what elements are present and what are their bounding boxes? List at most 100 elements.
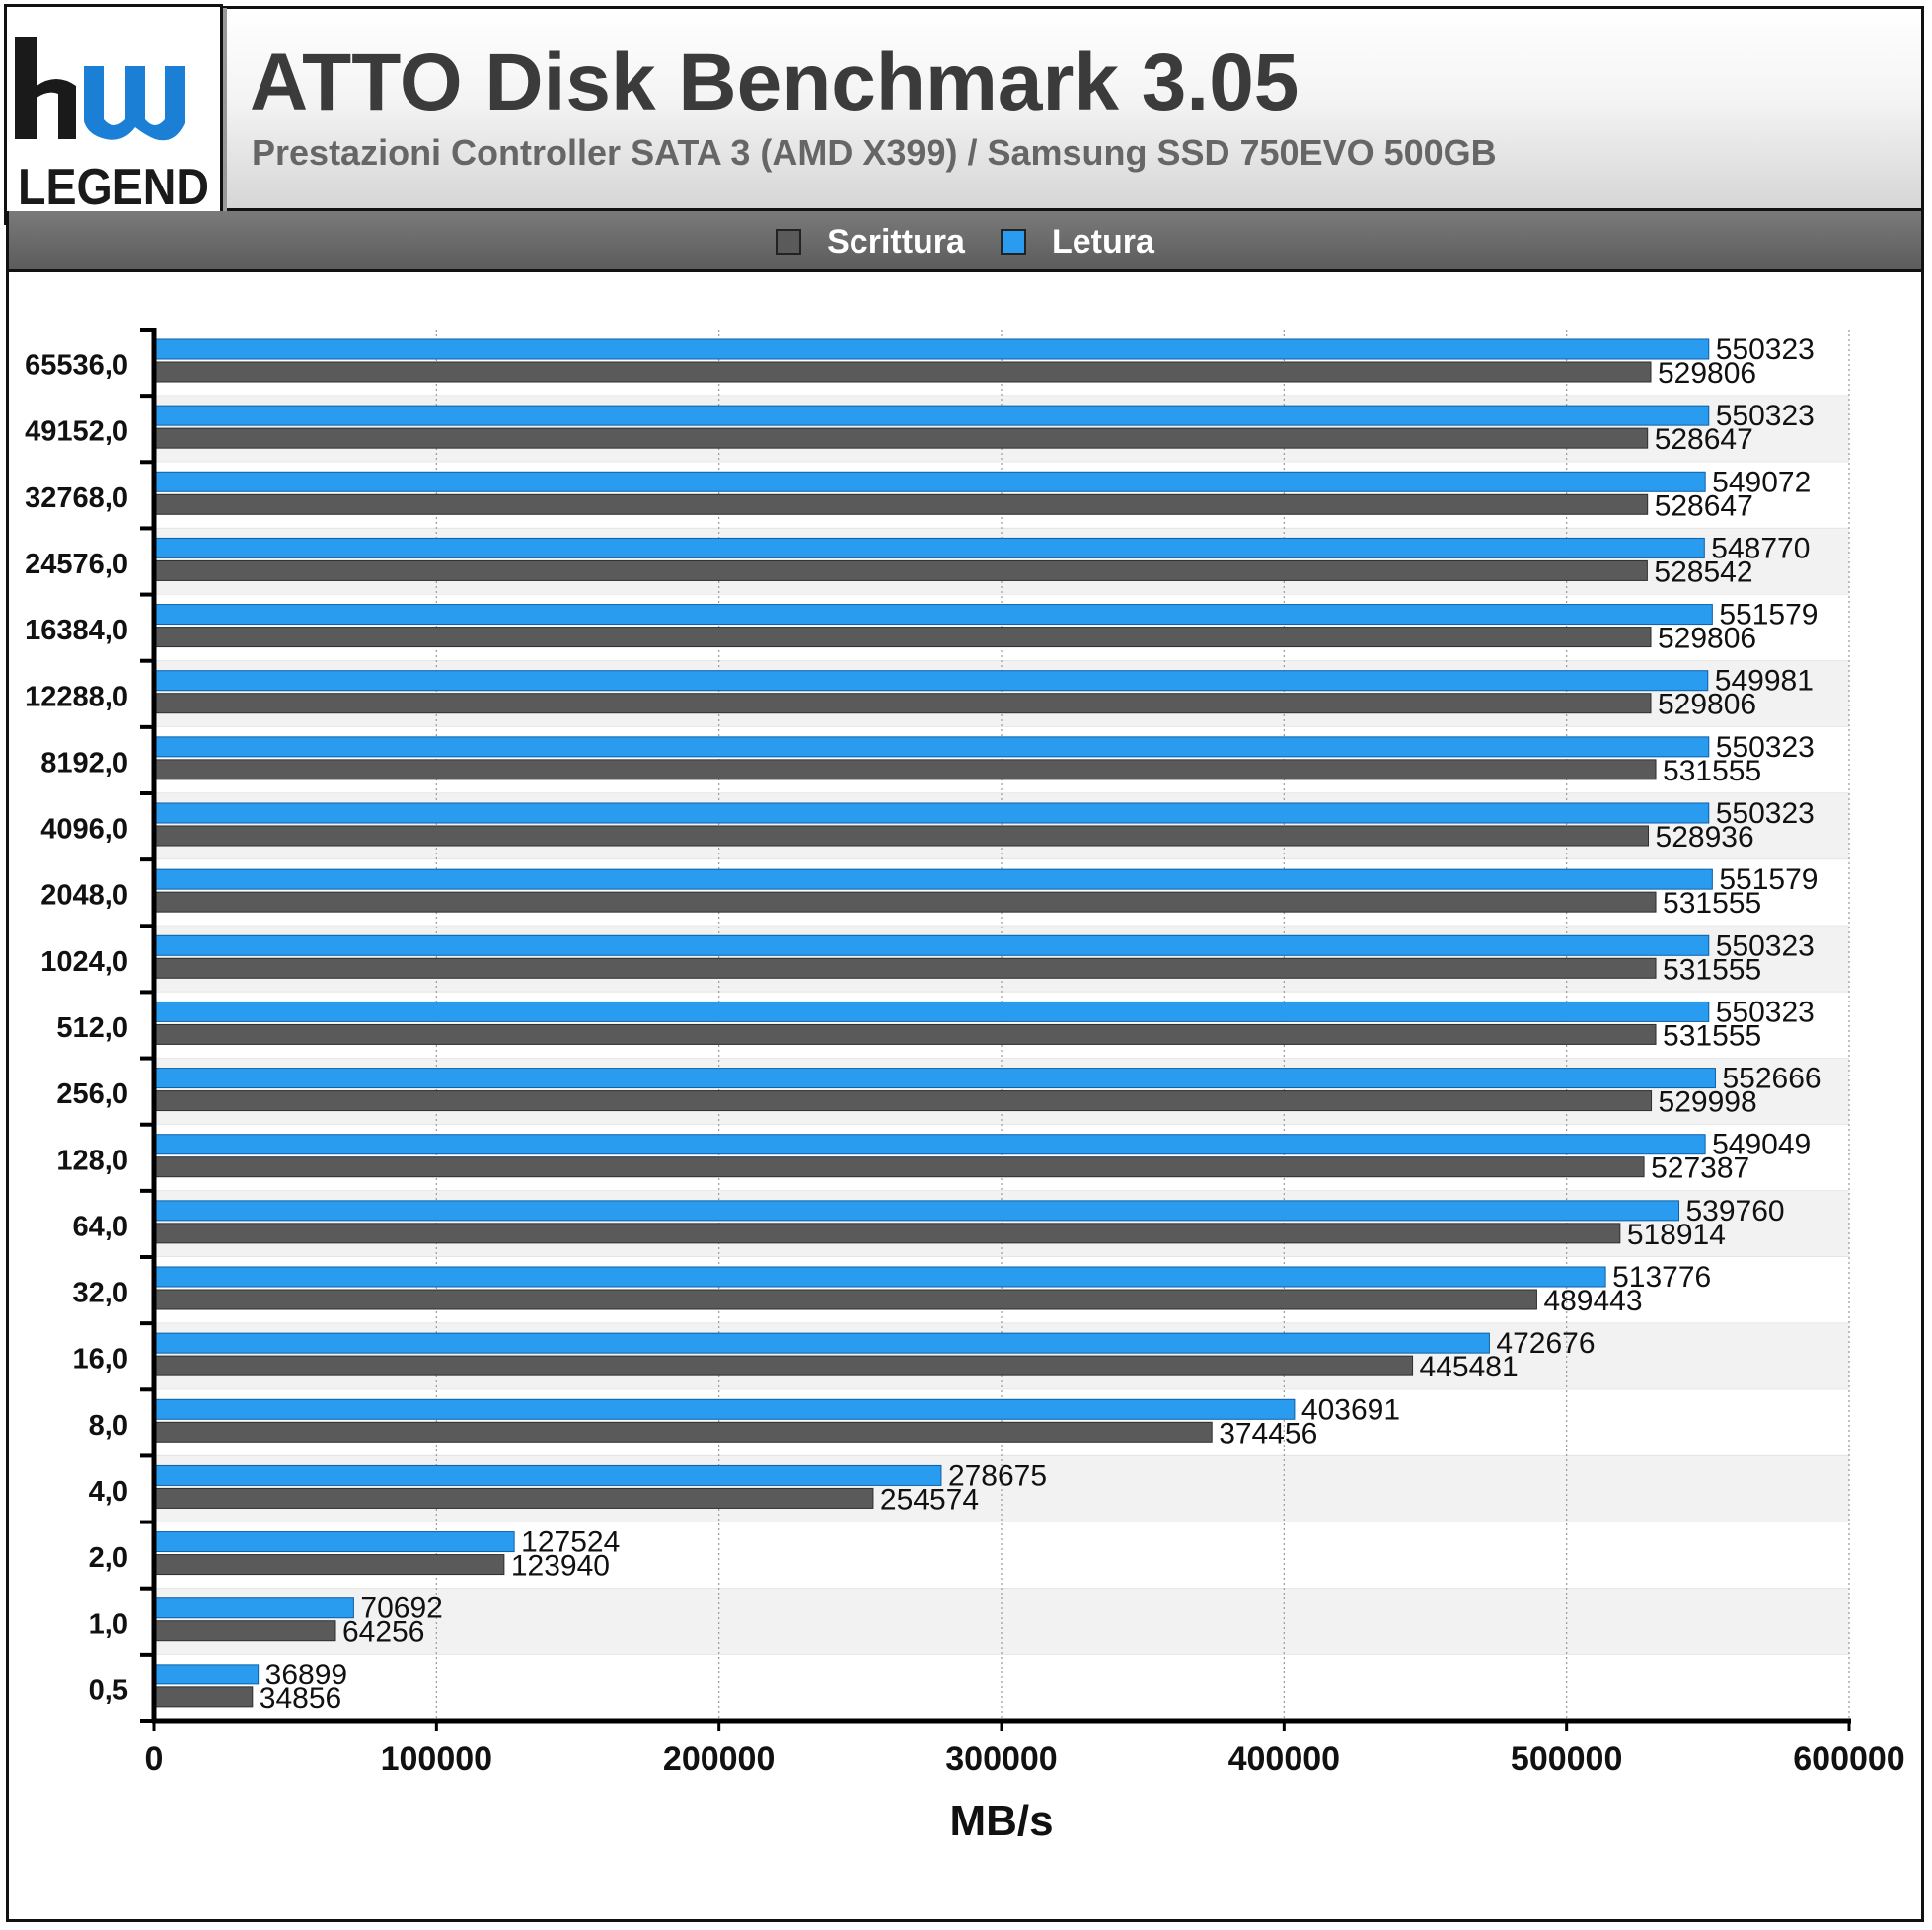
data-label-letura: 70692 — [360, 1593, 442, 1625]
legend-swatch-letura — [1000, 229, 1026, 255]
data-label-letura: 513776 — [1612, 1261, 1711, 1294]
data-label-scrittura: 64256 — [342, 1616, 424, 1649]
y-tick-label: 24576,0 — [25, 549, 128, 580]
bar-letura — [153, 604, 1713, 626]
bar-letura — [153, 1001, 1710, 1022]
bar-scrittura — [153, 1554, 505, 1576]
y-tick-label: 4,0 — [89, 1476, 128, 1508]
x-tick-label: 500000 — [1511, 1741, 1622, 1778]
bar-scrittura — [153, 891, 1657, 913]
y-tick-label: 65536,0 — [25, 350, 128, 382]
data-label-letura: 549049 — [1712, 1129, 1811, 1161]
data-label-letura: 551579 — [1719, 863, 1818, 896]
x-tick-label: 400000 — [1228, 1741, 1340, 1778]
bar-scrittura — [153, 1223, 1621, 1244]
logo-text: LEGEND — [18, 159, 209, 216]
bar-letura — [153, 670, 1709, 692]
bar-letura — [153, 1332, 1490, 1354]
bar-letura — [153, 338, 1710, 360]
data-label-letura: 550323 — [1716, 996, 1815, 1028]
data-label-scrittura: 528936 — [1656, 821, 1754, 854]
bar-scrittura — [153, 1421, 1213, 1443]
data-label-letura: 549072 — [1712, 466, 1811, 498]
data-label-scrittura: 34856 — [260, 1682, 341, 1715]
data-label-scrittura: 374456 — [1219, 1417, 1317, 1449]
bar-scrittura — [153, 427, 1649, 449]
data-label-letura: 552666 — [1722, 1063, 1821, 1095]
bar-letura — [153, 1531, 515, 1553]
bar-scrittura — [153, 361, 1652, 383]
y-tick-label: 8192,0 — [40, 747, 128, 779]
x-tick-label: 300000 — [945, 1741, 1057, 1778]
bar-letura — [153, 1398, 1296, 1420]
bar-scrittura — [153, 693, 1652, 714]
y-tick-label: 512,0 — [56, 1012, 128, 1044]
data-label-scrittura: 489443 — [1543, 1285, 1642, 1317]
data-label-letura: 550323 — [1716, 731, 1815, 764]
chart-title: ATTO Disk Benchmark 3.05 — [250, 37, 1300, 127]
data-label-scrittura: 528542 — [1654, 556, 1752, 588]
data-label-scrittura: 529806 — [1658, 689, 1756, 721]
logo-mark-icon: LEGEND — [15, 37, 209, 216]
bar-letura — [153, 405, 1710, 426]
data-label-scrittura: 529998 — [1659, 1086, 1757, 1119]
y-tick-label: 256,0 — [56, 1078, 128, 1110]
data-label-letura: 550323 — [1716, 400, 1815, 432]
bar-letura — [153, 471, 1706, 492]
y-tick-label: 8,0 — [89, 1410, 128, 1442]
y-tick-label: 128,0 — [56, 1145, 128, 1176]
bar-scrittura — [153, 1355, 1414, 1376]
data-label-scrittura: 528647 — [1655, 489, 1753, 522]
data-label-scrittura: 529806 — [1658, 623, 1756, 655]
bar-letura — [153, 1464, 942, 1486]
data-label-scrittura: 531555 — [1663, 1019, 1761, 1052]
y-tick-label: 16,0 — [73, 1344, 128, 1375]
y-tick-label: 2048,0 — [40, 880, 128, 912]
x-tick-label: 600000 — [1793, 1741, 1904, 1778]
bar-scrittura — [153, 1620, 336, 1642]
bar-letura — [153, 1664, 260, 1685]
y-tick-label: 0,5 — [89, 1674, 128, 1706]
y-tick-label: 49152,0 — [25, 416, 128, 448]
legend: Scrittura Letura — [9, 211, 1921, 272]
legend-swatch-scrittura — [776, 229, 802, 255]
y-tick-label: 32,0 — [73, 1278, 128, 1309]
data-label-scrittura: 529806 — [1658, 357, 1756, 390]
y-tick-label: 2,0 — [89, 1542, 128, 1574]
bar-letura — [153, 1597, 354, 1619]
data-label-letura: 472676 — [1496, 1327, 1595, 1360]
bar-scrittura — [153, 1487, 874, 1509]
x-tick-label: 200000 — [663, 1741, 775, 1778]
y-tick-label: 32768,0 — [25, 482, 128, 514]
x-tick-label: 100000 — [381, 1741, 492, 1778]
y-tick-label: 4096,0 — [40, 814, 128, 846]
legend-item-scrittura: Scrittura — [776, 223, 965, 261]
bar-scrittura — [153, 1686, 254, 1708]
legend-label-scrittura: Scrittura — [827, 222, 965, 260]
data-label-scrittura: 531555 — [1663, 887, 1761, 920]
data-label-letura: 127524 — [521, 1526, 620, 1559]
bar-letura — [153, 868, 1713, 890]
y-tick-label: 1,0 — [89, 1608, 128, 1640]
bar-letura — [153, 1134, 1706, 1155]
y-tick-label: 12288,0 — [25, 681, 128, 712]
data-label-letura: 550323 — [1716, 797, 1815, 830]
bar-scrittura — [153, 759, 1657, 780]
bar-scrittura — [153, 1289, 1537, 1310]
chart-subtitle: Prestazioni Controller SATA 3 (AMD X399)… — [252, 132, 1497, 173]
bar-scrittura — [153, 1156, 1645, 1178]
bar-letura — [153, 934, 1710, 956]
data-label-scrittura: 123940 — [511, 1550, 610, 1583]
data-label-scrittura: 528647 — [1655, 423, 1753, 456]
x-axis-title: MB/s — [949, 1797, 1053, 1845]
data-label-scrittura: 518914 — [1627, 1219, 1726, 1251]
data-label-letura: 549981 — [1715, 665, 1814, 698]
x-tick-label: 0 — [145, 1741, 164, 1778]
bar-letura — [153, 1200, 1680, 1222]
data-label-scrittura: 445481 — [1420, 1351, 1519, 1383]
data-label-scrittura: 531555 — [1663, 755, 1761, 787]
legend-label-letura: Letura — [1051, 222, 1154, 260]
bar-scrittura — [153, 1023, 1657, 1045]
bar-letura — [153, 1068, 1716, 1089]
